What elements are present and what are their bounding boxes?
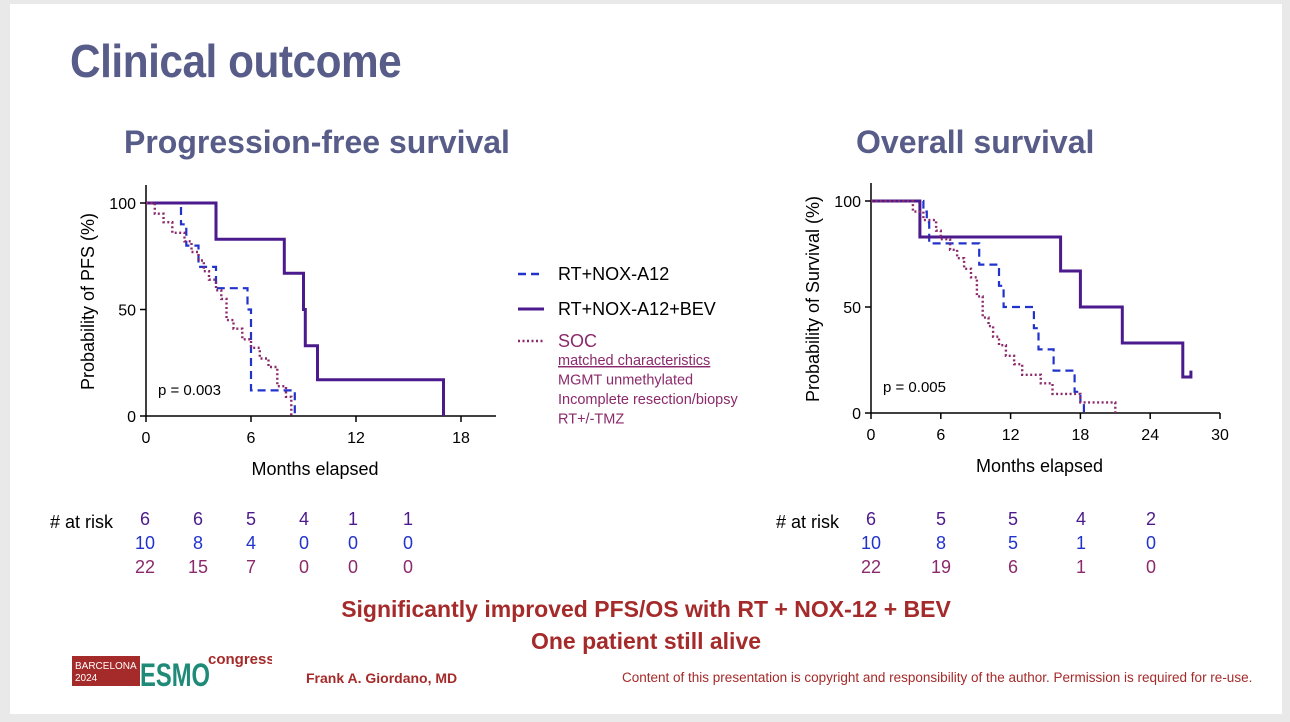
logo-brand: ESMO xyxy=(140,657,210,693)
logo-city: BARCELONA xyxy=(75,661,137,672)
at-risk-cell: 0 xyxy=(347,557,358,577)
author-name: Frank A. Giordano, MD xyxy=(306,670,458,686)
legend-label: RT+NOX-A12+BEV xyxy=(558,299,716,319)
at-risk-cell: 10 xyxy=(860,533,882,553)
os-x-tick-label: 0 xyxy=(867,427,876,444)
legend-soc-note: matched characteristics xyxy=(558,353,710,369)
at-risk-cell: 2 xyxy=(1145,509,1156,529)
at-risk-cell: 4 xyxy=(298,509,309,529)
legend-soc-note: Incomplete resection/biopsy xyxy=(558,392,738,408)
os-at-risk-label: # at risk xyxy=(776,512,840,532)
pfs-y-tick-label: 0 xyxy=(127,409,136,426)
logo-word: congress xyxy=(208,651,272,668)
at-risk-cell: 15 xyxy=(187,557,209,577)
at-risk-cell: 5 xyxy=(1007,509,1018,529)
at-risk-cell: 1 xyxy=(1075,557,1086,577)
os-y-axis-label: Probability of Survival (%) xyxy=(803,196,823,402)
legend-soc-note: MGMT unmethylated xyxy=(558,373,693,389)
os-series-rt-nox-a12 xyxy=(871,199,1086,413)
pfs-p-value: p = 0.003 xyxy=(158,382,221,399)
pfs-x-axis-label: Months elapsed xyxy=(251,459,378,479)
conclusion-line-2: One patient still alive xyxy=(530,628,762,654)
pfs-series-rt-nox-a12-bev xyxy=(146,201,445,416)
at-risk-cell: 5 xyxy=(935,509,946,529)
esmo-logo: BARCELONA 2024 ESMO congress xyxy=(72,650,275,699)
at-risk-cell: 1 xyxy=(347,509,358,529)
legend-label: RT+NOX-A12 xyxy=(558,264,669,284)
slide: Clinical outcome Progression-free surviv… xyxy=(10,4,1282,714)
pfs-y-axis-label: Probability of PFS (%) xyxy=(78,213,98,390)
at-risk-cell: 0 xyxy=(402,557,413,577)
os-x-axis-label: Months elapsed xyxy=(976,456,1103,476)
at-risk-cell: 6 xyxy=(865,509,876,529)
pfs-x-tick-label: 6 xyxy=(247,430,256,447)
at-risk-cell: 6 xyxy=(1007,557,1018,577)
at-risk-cell: 4 xyxy=(245,533,256,553)
os-x-tick-label: 12 xyxy=(1002,427,1020,444)
pfs-chart-title: Progression-free survival xyxy=(124,124,510,160)
at-risk-cell: 0 xyxy=(347,533,358,553)
pfs-series-rt-nox-a12 xyxy=(146,201,296,416)
at-risk-cell: 0 xyxy=(298,533,309,553)
pfs-x-tick-label: 18 xyxy=(452,430,470,447)
os-y-tick-label: 0 xyxy=(852,406,861,423)
os-series-rt-nox-a12-bev xyxy=(871,199,1193,379)
at-risk-cell: 0 xyxy=(402,533,413,553)
os-x-tick-label: 18 xyxy=(1072,427,1090,444)
copyright-notice: Content of this presentation is copyrigh… xyxy=(622,670,1253,685)
os-x-tick-label: 30 xyxy=(1211,427,1229,444)
at-risk-cell: 0 xyxy=(1145,533,1156,553)
pfs-at-risk-label: # at risk xyxy=(50,512,114,532)
at-risk-cell: 10 xyxy=(134,533,156,553)
at-risk-cell: 5 xyxy=(1007,533,1018,553)
os-x-tick-label: 6 xyxy=(936,427,945,444)
at-risk-cell: 22 xyxy=(134,557,156,577)
at-risk-cell: 5 xyxy=(245,509,256,529)
slide-title: Clinical outcome xyxy=(70,35,402,87)
at-risk-cell: 8 xyxy=(935,533,946,553)
pfs-x-tick-label: 0 xyxy=(142,430,151,447)
at-risk-cell: 1 xyxy=(1075,533,1086,553)
at-risk-cell: 8 xyxy=(192,533,203,553)
conclusion-line-1: Significantly improved PFS/OS with RT + … xyxy=(341,596,951,622)
pfs-series-soc xyxy=(146,201,293,416)
legend-label: SOC xyxy=(558,331,597,351)
at-risk-cell: 6 xyxy=(192,509,203,529)
at-risk-cell: 22 xyxy=(860,557,882,577)
at-risk-cell: 19 xyxy=(930,557,952,577)
at-risk-cell: 1 xyxy=(402,509,413,529)
os-chart-title: Overall survival xyxy=(856,124,1095,160)
os-x-tick-label: 24 xyxy=(1141,427,1159,444)
at-risk-cell: 0 xyxy=(1145,557,1156,577)
at-risk-cell: 4 xyxy=(1075,509,1086,529)
survival-charts: 0 50 100 0 6 12 18 Months elapsed Probability of… xyxy=(78,183,1229,479)
pfs-x-tick-label: 12 xyxy=(347,430,365,447)
at-risk-cell: 6 xyxy=(139,509,150,529)
os-y-tick-label: 50 xyxy=(843,300,861,317)
pfs-y-tick-label: 100 xyxy=(109,196,136,213)
at-risk-cell: 7 xyxy=(245,557,256,577)
os-y-tick-label: 100 xyxy=(834,194,861,211)
legend-soc-note: RT+/-TMZ xyxy=(558,412,624,428)
os-p-value: p = 0.005 xyxy=(883,379,946,396)
at-risk-cell: 0 xyxy=(298,557,309,577)
pfs-y-tick-label: 50 xyxy=(118,303,136,320)
logo-year: 2024 xyxy=(75,673,98,684)
